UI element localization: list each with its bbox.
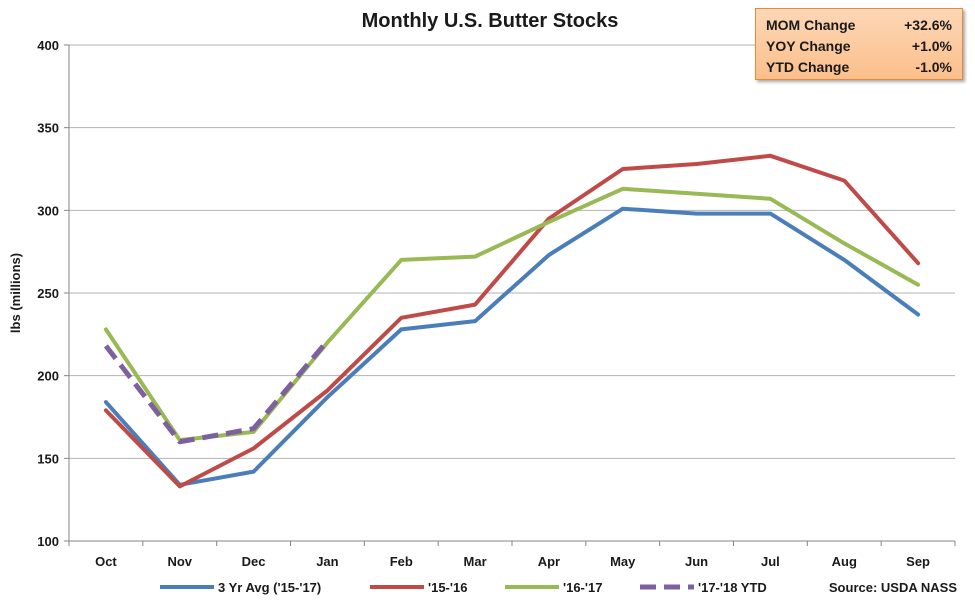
y-tick-label: 250 — [37, 286, 59, 301]
stat-row-yoy: YOY Change +1.0% — [766, 36, 952, 57]
series-line-3 — [103, 339, 330, 445]
y-tick-label: 150 — [37, 451, 59, 466]
stat-label: YTD Change — [766, 59, 850, 75]
x-tick-label: Jun — [685, 554, 708, 569]
x-tick-labels: Oct Nov Dec Jan Feb Mar Apr May Jun Jul Aug Sep — [95, 554, 930, 569]
stat-label: YOY Change — [766, 38, 851, 54]
x-tick-label: Aug — [832, 554, 857, 569]
x-tick-label: Apr — [538, 554, 560, 569]
change-stats-box: MOM Change +32.6% YOY Change +1.0% YTD C… — [755, 8, 963, 80]
y-tick-label: 350 — [37, 121, 59, 136]
stat-value: -1.0% — [915, 59, 952, 75]
legend: 3 Yr Avg ('15-'17) '15-'16 '16-'17 '17-'18 … — [160, 580, 767, 595]
x-tick-label: May — [610, 554, 636, 569]
y-axis-label: lbs (millions) — [8, 253, 23, 333]
y-tick-label: 100 — [37, 534, 59, 549]
source-note: Source: USDA NASS — [829, 580, 957, 595]
x-tick-label: Oct — [95, 554, 117, 569]
x-tick-label: Jan — [316, 554, 338, 569]
x-tick-label: Dec — [242, 554, 266, 569]
axes — [64, 44, 956, 546]
y-tick-label: 200 — [37, 369, 59, 384]
gridlines — [69, 44, 955, 459]
chart-title: Monthly U.S. Butter Stocks — [362, 10, 619, 32]
x-tick-label: Mar — [464, 554, 487, 569]
stat-value: +1.0% — [911, 38, 952, 54]
x-tick-label: Nov — [167, 554, 192, 569]
legend-label-2: '16-'17 — [563, 580, 602, 595]
stat-value: +32.6% — [904, 17, 952, 33]
series-line-1 — [103, 153, 921, 489]
series-line-0 — [103, 206, 921, 487]
legend-label-0: 3 Yr Avg ('15-'17) — [218, 580, 321, 595]
series-line-2 — [103, 186, 921, 443]
x-tick-label: Sep — [906, 554, 930, 569]
y-tick-label: 300 — [37, 203, 59, 218]
y-tick-labels: 100 150 200 250 300 350 400 — [37, 38, 59, 549]
series-lines — [103, 153, 921, 489]
legend-label-3: '17-'18 YTD — [698, 580, 767, 595]
x-tick-label: Feb — [390, 554, 413, 569]
stat-label: MOM Change — [766, 17, 856, 33]
legend-label-1: '15-'16 — [428, 580, 467, 595]
stat-row-mom: MOM Change +32.6% — [766, 15, 952, 36]
stat-row-ytd: YTD Change -1.0% — [766, 57, 952, 78]
x-tick-label: Jul — [761, 554, 780, 569]
y-tick-label: 400 — [37, 38, 59, 53]
